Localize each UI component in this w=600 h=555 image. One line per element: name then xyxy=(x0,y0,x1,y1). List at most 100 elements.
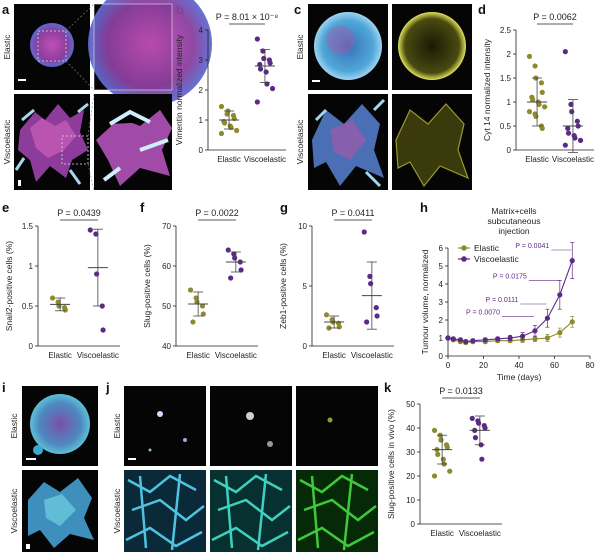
invasive-yellow-shape xyxy=(395,103,470,188)
data-point xyxy=(431,473,438,479)
x-tick-label: Viscoelastic xyxy=(215,351,257,360)
data-point xyxy=(228,275,234,281)
data-point xyxy=(94,271,100,277)
data-point xyxy=(254,36,260,42)
row-label-elastic: Elastic xyxy=(295,34,305,60)
data-point xyxy=(445,335,451,341)
panel-c-images: Elastic Viscoelastic xyxy=(295,4,472,190)
x-tick-label: Viscoelastic xyxy=(77,351,119,360)
x-tick-label: Viscoelastic xyxy=(459,529,501,538)
cell-dot xyxy=(246,412,254,420)
invasive-strands xyxy=(14,102,89,185)
data-point xyxy=(254,99,260,105)
data-point xyxy=(532,336,538,342)
row-label-viscoelastic: Viscoelastic xyxy=(2,119,12,164)
panel-label-a: a xyxy=(2,2,10,17)
network-strands xyxy=(125,473,205,551)
chart-e: 0 0.5 1 1.5 Elastic Viscoelastic Snail2-positi… xyxy=(4,208,120,360)
data-point xyxy=(373,305,379,311)
y-axis-label: Tumour volume, normalized xyxy=(420,249,430,354)
data-point xyxy=(565,130,572,136)
row-label-elastic: Elastic xyxy=(112,413,122,439)
data-point xyxy=(218,130,225,137)
micrograph-j-elastic-1 xyxy=(124,386,206,466)
data-point xyxy=(431,427,438,433)
y-tick-label: 2 xyxy=(439,316,444,325)
zoom-box xyxy=(61,135,89,165)
y-tick-label: 40 xyxy=(406,424,415,433)
data-point xyxy=(444,444,450,450)
zoom-connector xyxy=(65,3,95,32)
chart-title: injection xyxy=(498,226,529,236)
chart-f: 40 50 60 70 Elastic Viscoelastic Slug-positive… xyxy=(142,208,258,360)
panel-label-e: e xyxy=(2,200,9,215)
data-point xyxy=(526,109,533,115)
data-point xyxy=(225,247,231,253)
y-tick-label: 0 xyxy=(439,352,444,361)
data-point xyxy=(530,97,536,103)
y-tick-label: 4 xyxy=(439,280,444,289)
data-point xyxy=(438,437,444,443)
scale-bar xyxy=(18,180,21,186)
data-point xyxy=(87,227,93,233)
x-tick-label: 60 xyxy=(550,361,559,370)
y-tick-label: 0.5 xyxy=(22,302,34,311)
micrograph-j-elastic-3 xyxy=(296,386,378,466)
y-tick-label: 0 xyxy=(411,520,416,529)
y-tick-label: 60 xyxy=(162,262,171,271)
data-point xyxy=(463,339,469,345)
x-tick-label: Elastic xyxy=(186,351,210,360)
x-tick-label: 40 xyxy=(515,361,524,370)
panel-a-images: Elastic Viscoelastic xyxy=(2,0,212,191)
data-point xyxy=(472,435,479,441)
data-point xyxy=(569,109,575,115)
data-point xyxy=(577,137,584,143)
spheroid-shape xyxy=(30,394,90,454)
y-tick-label: 1 xyxy=(199,116,204,125)
data-point xyxy=(569,258,575,264)
data-point xyxy=(544,335,551,341)
y-axis-label: Zeb1-positive cells (%) xyxy=(278,243,288,329)
cell-dot xyxy=(267,441,273,447)
y-tick-label: 10 xyxy=(406,496,415,505)
data-point xyxy=(269,85,276,92)
y-tick-label: 6 xyxy=(439,244,444,253)
y-axis-label: Cyt 14 normalized intensity xyxy=(482,38,492,141)
panel-label-f: f xyxy=(140,200,145,215)
spheroid-inner xyxy=(326,26,354,54)
panel-label-j: j xyxy=(105,380,110,395)
data-point xyxy=(457,337,464,343)
data-point xyxy=(469,415,475,421)
y-tick-label: 0 xyxy=(29,342,34,351)
image-border xyxy=(93,3,173,91)
legend-label: Elastic xyxy=(474,243,500,253)
data-point xyxy=(336,324,342,330)
scale-bar xyxy=(26,544,30,549)
y-tick-label: 1.5 xyxy=(22,222,34,231)
data-point xyxy=(479,456,485,462)
legend-marker xyxy=(461,245,467,251)
y-tick-label: 1.5 xyxy=(500,74,512,83)
zoom-connector xyxy=(87,163,95,191)
data-point xyxy=(267,60,273,66)
chart-title: subcutaneous xyxy=(488,216,541,226)
data-point xyxy=(572,135,578,141)
chart-title: Matrix+cells xyxy=(491,206,536,216)
y-tick-label: 30 xyxy=(406,448,415,457)
data-point xyxy=(569,319,575,325)
data-point xyxy=(55,299,61,305)
spheroid-yellow-shape xyxy=(398,12,466,80)
data-point xyxy=(557,330,563,336)
data-point xyxy=(542,104,548,110)
x-tick-label: Viscoelastic xyxy=(351,351,393,360)
panel-j-images: Elastic Viscoelastic xyxy=(112,386,378,552)
data-point xyxy=(218,103,225,110)
y-tick-label: 50 xyxy=(406,400,415,409)
data-point xyxy=(368,281,374,287)
panel-label-c: c xyxy=(294,2,301,17)
data-point xyxy=(238,267,244,273)
data-point xyxy=(519,333,526,339)
p-value-annotation: P = 0.0111 xyxy=(485,297,518,304)
cell-dot xyxy=(327,417,333,423)
